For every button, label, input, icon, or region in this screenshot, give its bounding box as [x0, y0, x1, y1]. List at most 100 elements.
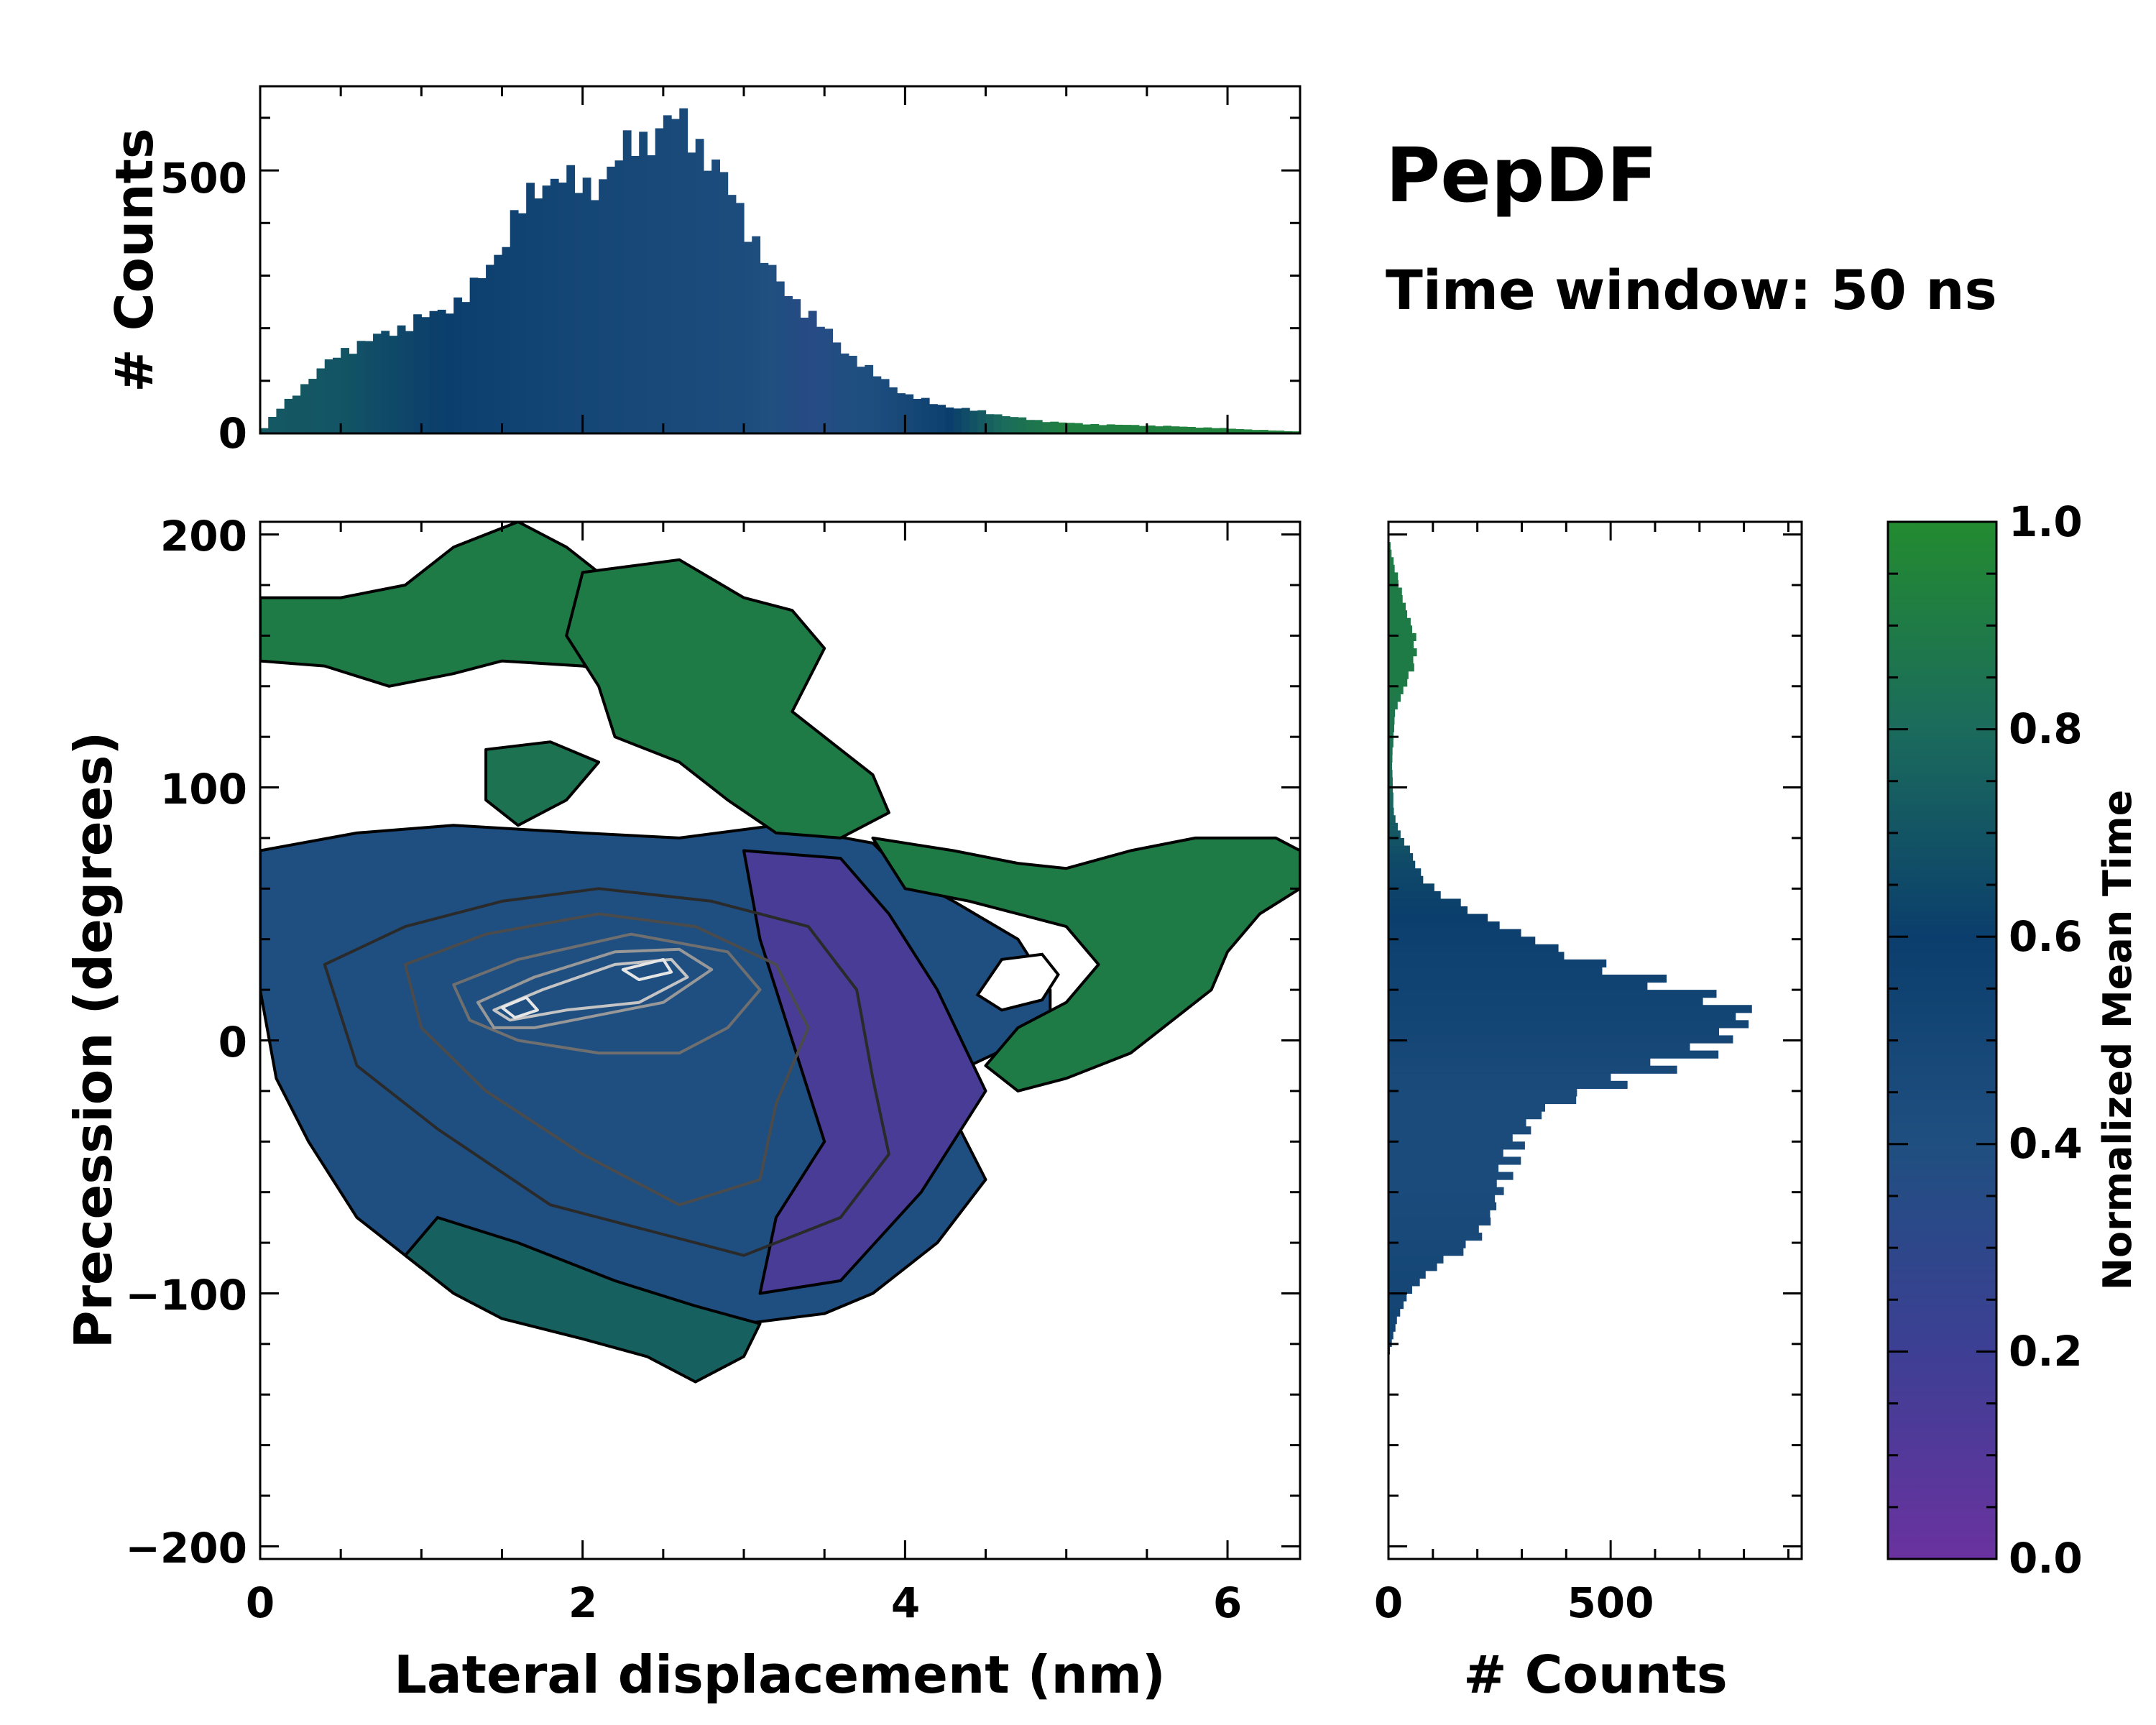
side-histogram-bar [1388, 929, 1521, 937]
main-ytick-label-200: 200 [160, 512, 247, 561]
top-histogram-bar [622, 130, 632, 433]
side-histogram-bar [1388, 875, 1424, 884]
side-histogram-bar [1388, 1035, 1733, 1044]
main-ytick-label-0: 0 [218, 1018, 247, 1067]
top-histogram-bar [735, 203, 745, 433]
heatmap-region-5 [871, 836, 1300, 1092]
main-xtick-label-4: 4 [891, 1578, 920, 1627]
top-histogram-bar [526, 183, 535, 433]
side-xtick-label-500: 500 [1567, 1578, 1654, 1627]
top-histogram-bar [1179, 426, 1188, 433]
side-histogram-bar [1388, 557, 1394, 566]
side-xtick-label-0: 0 [1374, 1578, 1403, 1627]
top-histogram-bar [905, 394, 914, 433]
side-histogram-bar [1388, 1027, 1719, 1036]
side-histogram-bar [1388, 1301, 1404, 1310]
side-histogram-bar [1388, 1202, 1497, 1210]
main-ylabel: Precession (degrees) [63, 732, 124, 1349]
side-histogram-bar [1388, 1316, 1397, 1325]
side-histogram-bar [1388, 686, 1404, 694]
side-histogram-bar [1388, 769, 1393, 778]
top-histogram-bar [768, 264, 777, 433]
top-histogram-bar [760, 262, 769, 433]
side-histogram-bar [1388, 785, 1393, 794]
side-histogram-bar [1388, 837, 1404, 847]
heatmap-region-1 [742, 849, 987, 1295]
side-histogram-bar [1388, 807, 1394, 816]
side-histogram-bar [1388, 1118, 1526, 1127]
main-ytick-label-minus100: −100 [125, 1271, 247, 1320]
top-histogram-bar [300, 384, 309, 433]
top-histogram-bar [1235, 429, 1245, 433]
top-histogram-bar [913, 398, 922, 433]
top-histogram-bar [945, 407, 954, 433]
top-histogram-bar [663, 115, 672, 433]
top-histogram-bar [880, 379, 890, 433]
top-histogram-bar [1026, 420, 1035, 433]
colorbar-tick-label-0-2: 0.2 [2009, 1327, 2083, 1376]
side-histogram-bar [1388, 822, 1398, 831]
top-histogram-bar [888, 387, 898, 433]
top-histogram-bar [445, 313, 454, 433]
top-histogram-bar [1284, 431, 1293, 433]
top-histogram-bar [1251, 430, 1261, 433]
top-histogram-bar [1243, 429, 1253, 433]
side-histogram-bar [1388, 701, 1398, 710]
main-ticks [259, 522, 1300, 1559]
side-histogram-bar [1388, 1270, 1426, 1279]
side-histogram-bar [1388, 1232, 1483, 1241]
side-histogram-bar [1388, 747, 1393, 755]
top-histogram-bar [1187, 426, 1196, 433]
top-histogram-ylabel: # Counts [104, 128, 165, 392]
side-histogram-bar [1388, 1210, 1491, 1218]
top-histogram-bar [921, 397, 930, 433]
top-histogram-bar [590, 200, 599, 433]
top-histogram-bar [719, 172, 729, 433]
top-histogram-bar [1227, 428, 1236, 433]
side-histogram-bar [1388, 709, 1396, 717]
top-histogram-bar [1106, 424, 1115, 433]
top-histogram-bar [1195, 428, 1204, 433]
contour-level-4-3 [476, 947, 714, 1029]
side-histogram-bar [1388, 656, 1414, 664]
top-histogram-bar [550, 178, 559, 434]
side-histogram-bar [1388, 982, 1648, 990]
top-histogram-bar [1050, 421, 1059, 433]
top-histogram-bar [727, 195, 737, 433]
top-histogram-bar [630, 155, 640, 433]
side-histogram-bar [1388, 891, 1441, 900]
top-histogram-bar [364, 341, 374, 433]
side-histogram-bar [1388, 967, 1603, 975]
side-histogram-bar [1388, 1050, 1719, 1059]
side-histogram-bar [1388, 937, 1536, 945]
heatmap-hole [975, 952, 1060, 1012]
top-histogram-bar [332, 357, 341, 433]
top-histogram-bar [574, 193, 584, 433]
top-histogram-bar [1171, 426, 1180, 433]
top-histogram-bar [534, 198, 543, 433]
top-histogram-bar [502, 247, 511, 433]
colorbar-tick-label-0-4: 0.4 [2009, 1119, 2083, 1168]
contour-level-3-2 [452, 932, 762, 1055]
top-histogram-bar [1115, 424, 1123, 433]
side-histogram-bar [1388, 640, 1414, 649]
top-histogram-frame [259, 85, 1302, 435]
top-histogram-bar [808, 310, 817, 433]
top-histogram-bar [824, 328, 834, 433]
side-histogram-bar [1388, 739, 1393, 748]
side-histogram-bar [1388, 974, 1667, 983]
top-histogram-bar [1042, 422, 1051, 433]
side-histogram-bar [1388, 1323, 1396, 1332]
side-histogram-bar [1388, 868, 1422, 877]
side-histogram-bar [1388, 762, 1392, 770]
colorbar-tick-label-1-0: 1.0 [2009, 497, 2083, 546]
side-histogram-bar [1388, 914, 1488, 922]
top-histogram-bar [373, 334, 382, 433]
top-histogram-bar [324, 359, 333, 433]
side-histogram-bar [1388, 1156, 1521, 1165]
top-histogram-bar [647, 155, 656, 433]
top-histogram-bar [494, 254, 503, 433]
heatmap-contours [323, 887, 890, 1257]
side-histogram-bar [1388, 815, 1396, 824]
